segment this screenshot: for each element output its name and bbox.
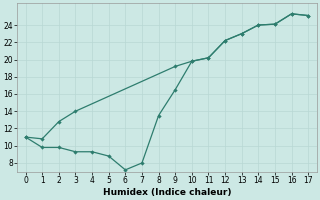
X-axis label: Humidex (Indice chaleur): Humidex (Indice chaleur) [103, 188, 231, 197]
